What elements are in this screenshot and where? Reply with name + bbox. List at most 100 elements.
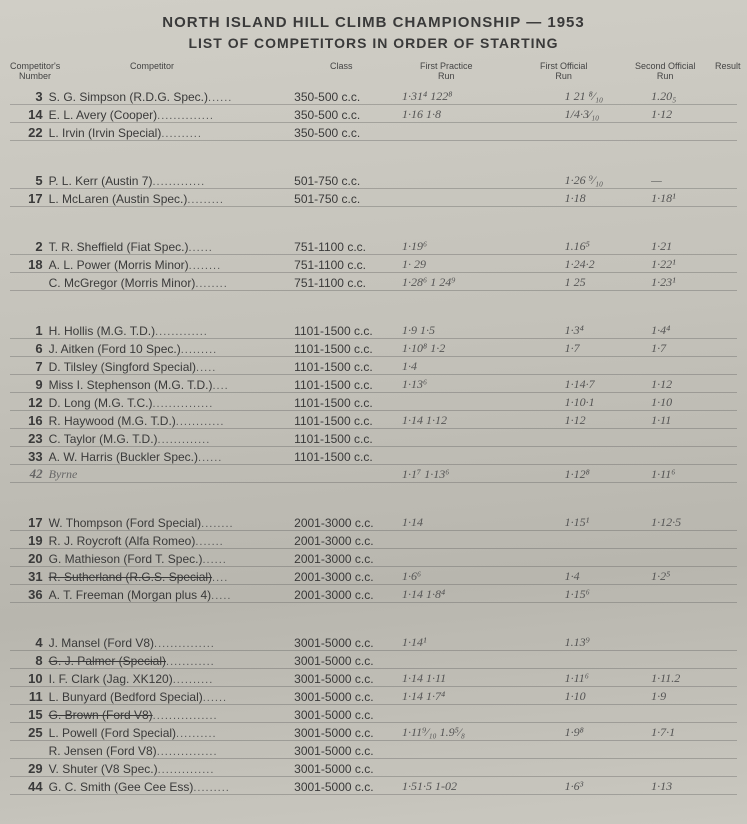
first-practice-run: 1·31⁴ 122⁸ — [402, 87, 565, 105]
first-practice-run — [402, 549, 565, 567]
first-official-run — [565, 759, 651, 777]
first-practice-run: 1·6⁶ — [402, 567, 565, 585]
first-official-run — [565, 741, 651, 759]
col-result: Result — [715, 61, 741, 71]
competitor-name: A. T. Freeman (Morgan plus 4) ..... — [49, 585, 295, 603]
col-class: Class — [330, 61, 353, 71]
class: 3001-5000 c.c. — [294, 741, 402, 759]
class: 1101-1500 c.c. — [294, 375, 402, 393]
col-num: Competitor'sNumber — [10, 61, 60, 81]
first-practice-run: 1·11⁹⁄₁₀ 1.9⁵⁄₈ — [402, 723, 565, 741]
first-official-run: 1·10·1 — [565, 393, 651, 411]
first-practice-run — [402, 447, 565, 465]
first-practice-run: 1·1⁷ 1·13⁶ — [402, 465, 565, 483]
competitor-number: 18 — [10, 255, 49, 273]
competitor-name: C. McGregor (Morris Minor) ........ — [49, 273, 295, 291]
competitor-name: L. McLaren (Austin Spec.) ......... — [49, 189, 295, 207]
table-row: 19R. J. Roycroft (Alfa Romeo) .......200… — [10, 531, 737, 549]
group-spacer — [10, 603, 737, 619]
first-official-run: 1·4 — [565, 567, 651, 585]
competitor-number: 1 — [10, 321, 49, 339]
second-official-run: 1·9 — [651, 687, 737, 705]
competitor-name: D. Tilsley (Singford Special) ..... — [49, 357, 295, 375]
first-official-run: 1.16⁵ — [565, 237, 651, 255]
group-spacer — [10, 483, 737, 499]
class: 2001-3000 c.c. — [294, 567, 402, 585]
first-practice-run: 1·16 1·8 — [402, 105, 565, 123]
table-row: 22L. Irvin (Irvin Special) ..........350… — [10, 123, 737, 141]
first-practice-run — [402, 393, 565, 411]
table-row: 15G. Brown (Ford V8) ................300… — [10, 705, 737, 723]
first-practice-run: 1·10⁸ 1·2 — [402, 339, 565, 357]
col-first-official: First OfficialRun — [540, 61, 587, 81]
table-row: 5P. L. Kerr (Austin 7) .............501-… — [10, 171, 737, 189]
column-headers: Competitor'sNumber Competitor Class Firs… — [10, 61, 737, 87]
class — [294, 465, 402, 483]
competitor-name: L. Irvin (Irvin Special) .......... — [49, 123, 295, 141]
first-official-run: 1·26 ⁹⁄₁₀ — [565, 171, 651, 189]
table-row: 6J. Aitken (Ford 10 Spec.) .........1101… — [10, 339, 737, 357]
competitor-number: 4 — [10, 633, 49, 651]
class: 2001-3000 c.c. — [294, 585, 402, 603]
competitor-name: S. G. Simpson (R.D.G. Spec.) ...... — [49, 87, 295, 105]
table-row: 44G. C. Smith (Gee Cee Ess) .........300… — [10, 777, 737, 795]
first-practice-run: 1·14 1·12 — [402, 411, 565, 429]
table-row: 14E. L. Avery (Cooper) ..............350… — [10, 105, 737, 123]
competitor-name: R. J. Roycroft (Alfa Romeo) ....... — [49, 531, 295, 549]
first-official-run: 1·12⁸ — [565, 465, 651, 483]
competitor-name: H. Hollis (M.G. T.D.) ............. — [49, 321, 295, 339]
class: 751-1100 c.c. — [294, 273, 402, 291]
competitor-name: G. Mathieson (Ford T. Spec.) ...... — [49, 549, 295, 567]
class: 2001-3000 c.c. — [294, 549, 402, 567]
first-official-run: 1·24·2 — [565, 255, 651, 273]
group-spacer — [10, 222, 737, 237]
class: 3001-5000 c.c. — [294, 723, 402, 741]
class: 3001-5000 c.c. — [294, 759, 402, 777]
first-official-run — [565, 531, 651, 549]
second-official-run: 1·13 — [651, 777, 737, 795]
competitor-number: 17 — [10, 189, 49, 207]
class: 3001-5000 c.c. — [294, 705, 402, 723]
first-official-run — [565, 705, 651, 723]
competitor-name: G. Brown (Ford V8) ................ — [49, 705, 295, 723]
second-official-run — [651, 585, 737, 603]
table-row: 33A. W. Harris (Buckler Spec.) ......110… — [10, 447, 737, 465]
competitor-name: P. L. Kerr (Austin 7) ............. — [49, 171, 295, 189]
first-practice-run: 1·14 1·8⁴ — [402, 585, 565, 603]
competitor-name: J. Mansel (Ford V8) ............... — [49, 633, 295, 651]
second-official-run — [651, 759, 737, 777]
competitor-number: 15 — [10, 705, 49, 723]
competitor-number: 8 — [10, 651, 49, 669]
class: 1101-1500 c.c. — [294, 429, 402, 447]
first-official-run: 1 25 — [565, 273, 651, 291]
competitor-name: D. Long (M.G. T.C.) ............... — [49, 393, 295, 411]
class: 501-750 c.c. — [294, 189, 402, 207]
second-official-run: 1·12 — [651, 375, 737, 393]
table-row: 29V. Shuter (V8 Spec.) ..............300… — [10, 759, 737, 777]
first-practice-run — [402, 171, 565, 189]
class: 350-500 c.c. — [294, 105, 402, 123]
competitor-number: 17 — [10, 513, 49, 531]
class: 501-750 c.c. — [294, 171, 402, 189]
competitor-number: 42 — [10, 465, 49, 483]
group-spacer — [10, 156, 737, 171]
first-official-run: 1·11⁶ — [565, 669, 651, 687]
class: 2001-3000 c.c. — [294, 513, 402, 531]
competitor-name: R. Haywood (M.G. T.D.) ............ — [49, 411, 295, 429]
table-row: 23C. Taylor (M.G. T.D.) .............110… — [10, 429, 737, 447]
competitor-number — [10, 741, 49, 759]
class: 751-1100 c.c. — [294, 255, 402, 273]
competitor-number: 23 — [10, 429, 49, 447]
class: 1101-1500 c.c. — [294, 393, 402, 411]
second-official-run — [651, 705, 737, 723]
competitor-number — [10, 273, 49, 291]
col-first-practice: First PracticeRun — [420, 61, 473, 81]
first-practice-run: 1·14 1·7⁴ — [402, 687, 565, 705]
second-official-run — [651, 123, 737, 141]
competitor-number: 2 — [10, 237, 49, 255]
table-row: 9Miss I. Stephenson (M.G. T.D.) ....1101… — [10, 375, 737, 393]
competitor-name: I. F. Clark (Jag. XK120) .......... — [49, 669, 295, 687]
class: 1101-1500 c.c. — [294, 357, 402, 375]
group-spacer — [10, 141, 737, 157]
table-row: 36A. T. Freeman (Morgan plus 4) .....200… — [10, 585, 737, 603]
